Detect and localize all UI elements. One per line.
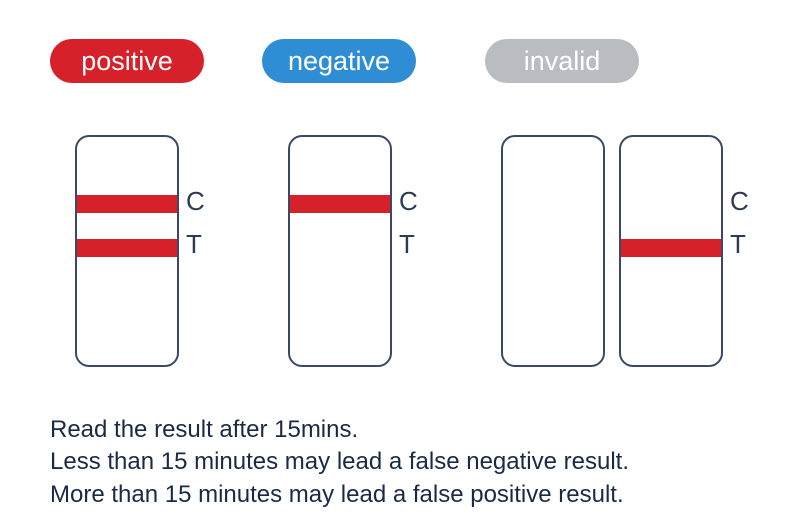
negative-pill-label: negative bbox=[288, 46, 390, 77]
instructions-line-2: Less than 15 minutes may lead a false ne… bbox=[50, 446, 629, 478]
cassette-invalid-b bbox=[619, 135, 723, 367]
instructions-line-1: Read the result after 15mins. bbox=[50, 414, 629, 446]
test-band bbox=[77, 239, 177, 257]
cassette-negative bbox=[288, 135, 392, 367]
test-band bbox=[77, 195, 177, 213]
test-band bbox=[290, 195, 390, 213]
marker-c-negative: C bbox=[399, 186, 418, 217]
invalid-pill: invalid bbox=[485, 39, 639, 83]
test-band bbox=[621, 239, 721, 257]
cassette-positive bbox=[75, 135, 179, 367]
instructions-block: Read the result after 15mins. Less than … bbox=[50, 414, 629, 511]
marker-t-positive: T bbox=[186, 229, 202, 260]
positive-pill: positive bbox=[50, 39, 204, 83]
marker-c-positive: C bbox=[186, 186, 205, 217]
positive-pill-label: positive bbox=[81, 46, 173, 77]
negative-pill: negative bbox=[262, 39, 416, 83]
marker-t-negative: T bbox=[399, 229, 415, 260]
cassette-invalid-a bbox=[501, 135, 605, 367]
marker-c-invalid: C bbox=[730, 186, 749, 217]
invalid-pill-label: invalid bbox=[524, 46, 601, 77]
marker-t-invalid: T bbox=[730, 229, 746, 260]
instructions-line-3: More than 15 minutes may lead a false po… bbox=[50, 479, 629, 511]
